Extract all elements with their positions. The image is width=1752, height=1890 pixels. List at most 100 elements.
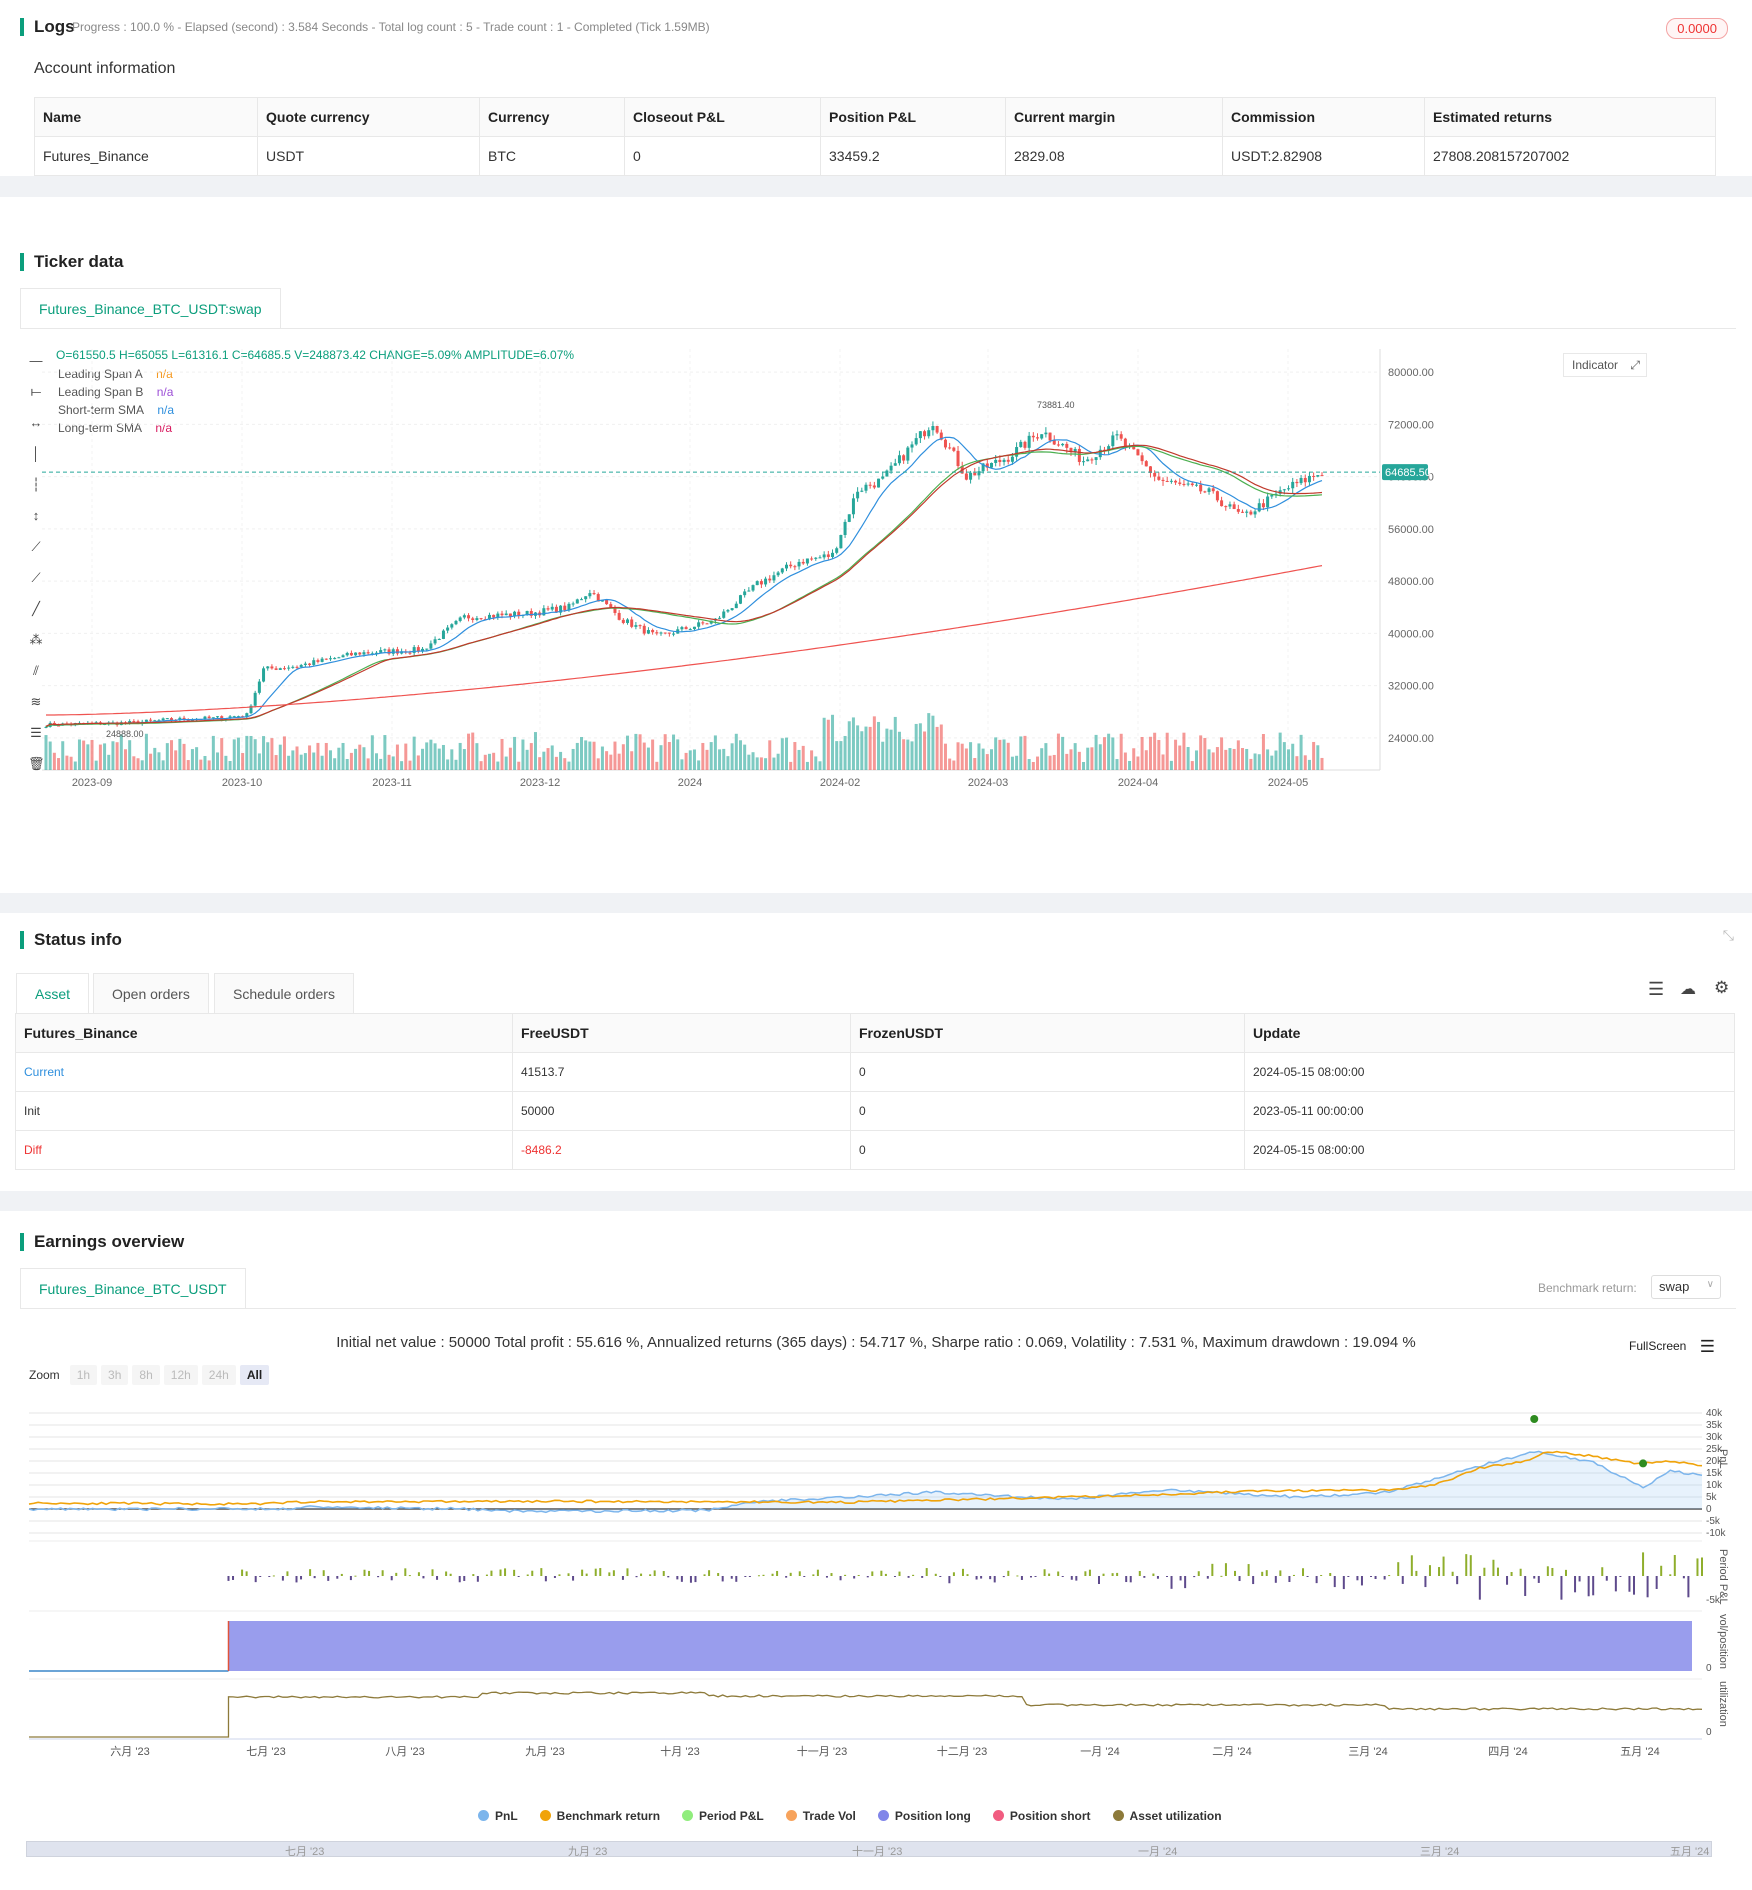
asset-col-header: FrozenUSDT bbox=[850, 1013, 1245, 1053]
period-pnl-bar bbox=[1673, 1554, 1676, 1576]
candle-body bbox=[805, 558, 809, 564]
period-pnl-bar bbox=[1533, 1576, 1536, 1579]
volume-bar bbox=[655, 761, 659, 770]
candle-body bbox=[517, 611, 521, 617]
candle-body bbox=[692, 626, 696, 630]
candle-body bbox=[768, 578, 772, 581]
expand-icon[interactable]: ⤢ bbox=[1630, 358, 1640, 372]
tab-ticker-symbol[interactable]: Futures_Binance_BTC_USDT:swap bbox=[20, 288, 281, 328]
indicator-legend-item[interactable]: Leading Span B n/a bbox=[58, 383, 174, 401]
menu-icon[interactable]: ☰ bbox=[1699, 1337, 1715, 1356]
fib-levels-icon[interactable]: ☰ bbox=[30, 725, 42, 740]
fibonacci-icon[interactable]: ≋ bbox=[30, 694, 42, 709]
period-pnl-bar bbox=[1451, 1571, 1454, 1576]
volume-bar bbox=[642, 742, 646, 770]
period-pnl-bar bbox=[649, 1574, 652, 1576]
volume-bar bbox=[1111, 737, 1115, 770]
candle-body bbox=[592, 593, 596, 595]
benchmark-select[interactable]: swap ∨ bbox=[1651, 1275, 1721, 1299]
candle-body bbox=[1295, 481, 1299, 484]
x-tick-label: 2024-02 bbox=[820, 777, 860, 789]
period-pnl-bar bbox=[667, 1576, 670, 1578]
period-pnl-bar bbox=[445, 1571, 448, 1576]
price-line-icon[interactable]: ⁂ bbox=[29, 632, 43, 647]
candle-body bbox=[1178, 482, 1182, 484]
volume-bar bbox=[1161, 754, 1165, 770]
period-pnl-bar bbox=[1302, 1568, 1305, 1576]
vertical-segment-icon[interactable]: ↕ bbox=[32, 508, 40, 523]
zoom-button-All[interactable]: All bbox=[239, 1365, 270, 1385]
tab-asset[interactable]: Asset bbox=[16, 973, 90, 1013]
period-pnl-bar bbox=[517, 1576, 520, 1577]
tab-earnings-symbol[interactable]: Futures_Binance_BTC_USDT bbox=[20, 1268, 246, 1308]
x-tick-label: 四月 '24 bbox=[1488, 1746, 1527, 1758]
trend-line-icon[interactable]: ⟋ bbox=[31, 539, 41, 554]
period-pnl-bar bbox=[730, 1576, 733, 1579]
horizontal-segment-icon[interactable]: ↔ bbox=[29, 415, 43, 430]
horizontal-line-icon[interactable]: — bbox=[29, 353, 43, 368]
candle-body bbox=[1245, 511, 1249, 513]
indicator-legend-item[interactable]: Leading Span A n/a bbox=[58, 365, 174, 383]
period-pnl-bar bbox=[694, 1576, 697, 1583]
navigator-tick: 七月 '23 bbox=[285, 1846, 325, 1858]
legend-item[interactable]: Asset utilization bbox=[1112, 1809, 1222, 1823]
volume-bar bbox=[680, 759, 684, 770]
volume-bar bbox=[1295, 756, 1299, 770]
indicator-legend-item[interactable]: Short-term SMA n/a bbox=[58, 401, 174, 419]
volume-bar bbox=[119, 734, 123, 770]
legend-item[interactable]: PnL bbox=[478, 1809, 518, 1823]
indicator-button[interactable]: Indicator ⤢ bbox=[1563, 353, 1647, 377]
volume-bar bbox=[437, 748, 441, 770]
legend-item[interactable]: Position short bbox=[992, 1809, 1091, 1823]
zoom-button-24h[interactable]: 24h bbox=[201, 1365, 236, 1385]
candle-body bbox=[504, 613, 508, 616]
parallel-channel-icon[interactable]: ⫽ bbox=[33, 663, 39, 678]
zoom-button-3h[interactable]: 3h bbox=[101, 1365, 129, 1385]
period-pnl-bar bbox=[798, 1571, 801, 1576]
volume-bar bbox=[1031, 761, 1035, 770]
y-tick-label: 56000.00 bbox=[1388, 524, 1434, 536]
volume-bar bbox=[713, 735, 717, 770]
candle-body bbox=[989, 462, 993, 468]
legend-item[interactable]: Trade Vol bbox=[785, 1809, 856, 1823]
candle-body bbox=[722, 611, 726, 618]
asset-cell: 2023-05-11 00:00:00 bbox=[1244, 1091, 1735, 1131]
volume-bar bbox=[659, 745, 663, 770]
legend-item[interactable]: Benchmark return bbox=[539, 1809, 660, 1823]
legend-item[interactable]: Period P&L bbox=[682, 1809, 764, 1823]
ray-line-icon[interactable]: ⟋ bbox=[31, 570, 41, 585]
fullscreen-button[interactable]: FullScreen ☰ bbox=[1629, 1337, 1715, 1357]
y-tick-label: 30k bbox=[1706, 1432, 1723, 1443]
vertical-ray-icon[interactable]: ┆ bbox=[32, 477, 40, 492]
settings-gear-icon[interactable]: ⚙ bbox=[1714, 978, 1730, 997]
volume-bar bbox=[893, 716, 897, 770]
candle-body bbox=[542, 608, 546, 616]
tab-open-orders[interactable]: Open orders bbox=[93, 973, 209, 1013]
zoom-button-8h[interactable]: 8h bbox=[132, 1365, 160, 1385]
asset-cell: -8486.2 bbox=[512, 1130, 851, 1170]
period-pnl-bar bbox=[490, 1570, 493, 1576]
navigator-scrollbar[interactable] bbox=[26, 1841, 1712, 1857]
volume-bar bbox=[935, 726, 939, 770]
volume-bar bbox=[1249, 758, 1253, 770]
collapse-icon[interactable]: ⤡ bbox=[1722, 927, 1734, 943]
cloud-download-icon[interactable]: ☁ bbox=[1680, 981, 1696, 998]
tab-schedule-orders[interactable]: Schedule orders bbox=[214, 973, 354, 1013]
y-tick-label: 10k bbox=[1706, 1480, 1723, 1491]
legend-item[interactable]: Position long bbox=[877, 1809, 971, 1823]
candle-body bbox=[584, 596, 588, 600]
zoom-button-12h[interactable]: 12h bbox=[163, 1365, 198, 1385]
vertical-line-icon[interactable]: │ bbox=[31, 446, 41, 461]
period-pnl-bar bbox=[594, 1568, 597, 1576]
indicator-button-label: Indicator bbox=[1572, 358, 1619, 372]
segment-line-icon[interactable]: ╱ bbox=[32, 601, 40, 616]
candle-body bbox=[1090, 459, 1094, 461]
delete-icon[interactable]: 🗑 bbox=[28, 756, 45, 771]
zoom-button-1h[interactable]: 1h bbox=[69, 1365, 98, 1385]
last-price-label: 64685.50 bbox=[1385, 467, 1431, 479]
horizontal-ray-icon[interactable]: ⟝ bbox=[30, 384, 42, 399]
list-view-icon[interactable]: ☰ bbox=[1648, 979, 1665, 999]
account-col-header: Commission bbox=[1222, 97, 1425, 137]
volume-bar bbox=[358, 744, 362, 770]
volume-bar bbox=[943, 743, 947, 770]
